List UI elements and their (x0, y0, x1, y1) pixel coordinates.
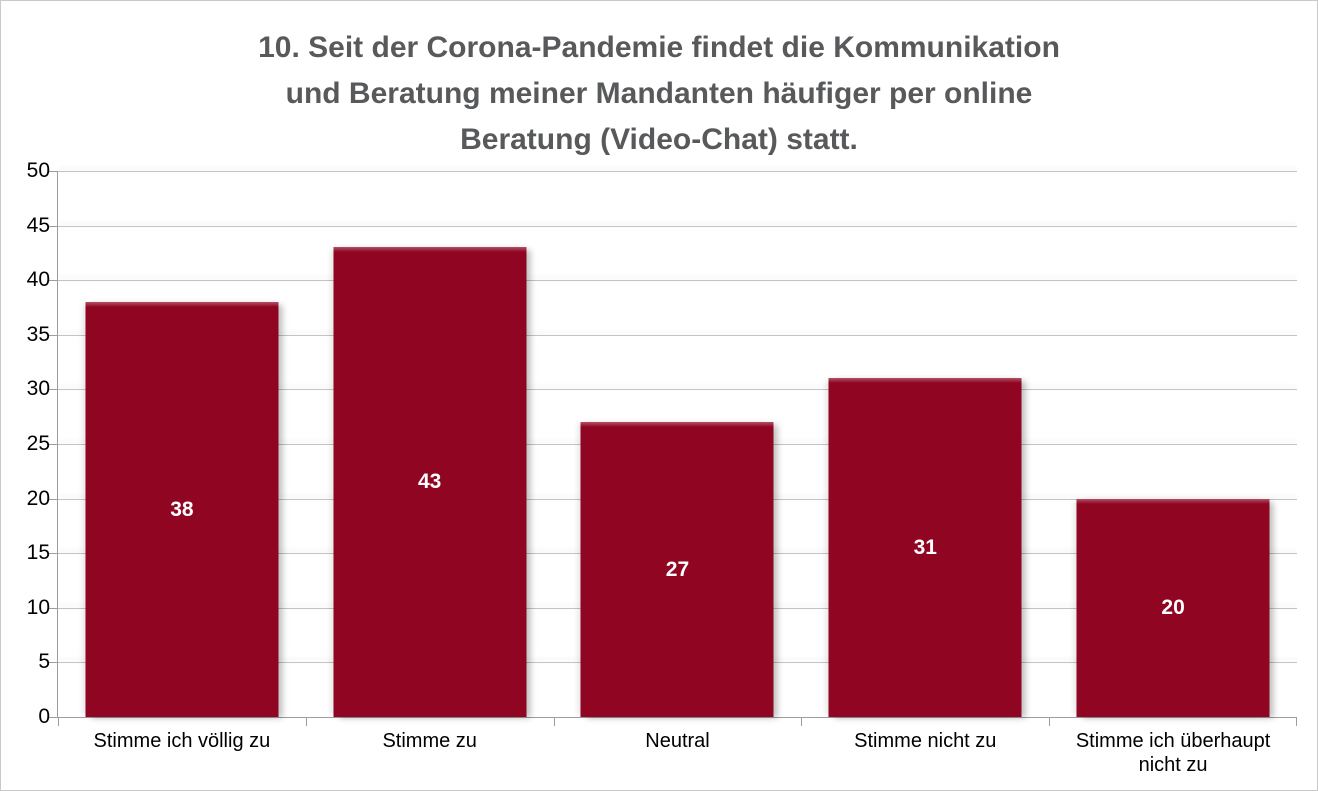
chart-title-line-3: Beratung (Video-Chat) statt. (460, 123, 858, 156)
y-axis-tick (49, 607, 57, 609)
y-axis-tick (49, 225, 57, 227)
gridline-40 (58, 280, 1297, 282)
gridline-50 (58, 171, 1297, 172)
bar-value-label-0: 38 (170, 497, 194, 521)
y-tick-label-40: 40 (26, 268, 50, 292)
x-category-label-0: Stimme ich völlig zu (93, 730, 271, 752)
y-tick-label-10: 10 (26, 595, 50, 619)
x-axis-tick (305, 718, 307, 726)
y-axis-tick (49, 444, 57, 445)
bar-4: 20 (1076, 498, 1270, 717)
y-tick-label-5: 5 (38, 650, 50, 674)
bar-0: 38 (85, 302, 279, 717)
y-axis-tick (49, 498, 57, 500)
bar-2: 27 (580, 422, 774, 717)
y-axis-tick (49, 389, 57, 391)
x-category-label-3: Stimme nicht zu (854, 730, 997, 752)
bar-value-label-3: 31 (913, 535, 937, 559)
y-tick-label-15: 15 (26, 541, 50, 565)
x-axis-tick (58, 718, 59, 726)
y-tick-label-20: 20 (26, 486, 50, 510)
y-axis-tick (49, 171, 57, 172)
x-category-label-1: Stimme zu (382, 730, 477, 752)
x-category-label-2: Neutral (645, 730, 710, 752)
bar-band-1: 43 (306, 171, 554, 717)
x-axis-tick (553, 718, 555, 726)
x-axis-line (57, 717, 1297, 718)
x-axis-tick (1049, 718, 1051, 726)
chart-title-line-1: 10. Seit der Corona-Pandemie findet die … (258, 31, 1060, 64)
x-category-label-4: Stimme ich überhaupt nicht zu (1075, 730, 1271, 776)
y-axis-tick (49, 662, 57, 664)
bar-band-3: 31 (801, 171, 1049, 717)
y-axis-tick (49, 334, 57, 336)
x-axis-tick (1296, 718, 1297, 726)
gridline-35 (58, 334, 1297, 336)
y-axis-tick (49, 553, 57, 555)
bar-value-label-2: 27 (665, 557, 690, 581)
bar-value-label-4: 20 (1161, 595, 1185, 619)
bar-3: 31 (828, 378, 1022, 717)
y-axis-line (57, 171, 58, 717)
y-tick-label-0: 0 (38, 705, 50, 728)
bar-band-0: 38 (58, 171, 306, 717)
gridline-45 (58, 225, 1297, 227)
y-tick-label-50: 50 (26, 159, 50, 182)
y-tick-label-45: 45 (26, 213, 50, 237)
chart-title-line-2: und Beratung meiner Mandanten häufiger p… (285, 77, 1033, 110)
chart-title: 10. Seit der Corona-Pandemie findet die … (1, 25, 1317, 163)
y-tick-label-25: 25 (26, 432, 50, 455)
gridline-30 (58, 389, 1297, 391)
bar-value-label-1: 43 (418, 470, 442, 494)
y-tick-label-30: 30 (26, 377, 50, 401)
y-tick-label-35: 35 (26, 322, 50, 346)
x-axis-tick (801, 718, 803, 726)
bar-1: 43 (333, 247, 527, 717)
bar-band-2: 27 (554, 171, 802, 717)
y-axis-tick (49, 717, 57, 718)
bar-band-4: 20 (1049, 171, 1297, 717)
y-axis-tick (49, 280, 57, 282)
plot-area: 0 5 10 15 20 25 30 35 40 45 50 Stimme ich völlig zu… (27, 159, 1297, 776)
